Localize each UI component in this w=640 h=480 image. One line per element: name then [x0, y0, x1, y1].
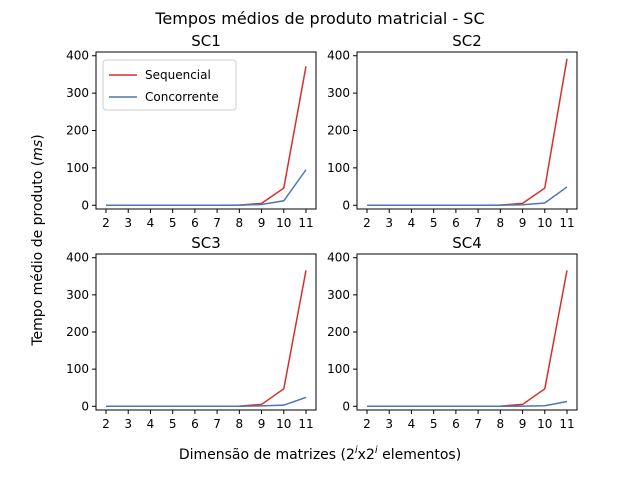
x-tick-label: 4	[147, 216, 155, 230]
subplot-title: SC3	[191, 234, 221, 252]
y-tick-label: 200	[327, 325, 350, 339]
x-tick-label: 2	[102, 216, 110, 230]
y-tick-label: 300	[327, 288, 350, 302]
x-tick-label: 3	[124, 216, 132, 230]
x-axis-label: Dimensão de matrizes (2ix2i elementos)	[179, 445, 461, 463]
y-tick-label: 0	[81, 399, 89, 413]
y-tick-label: 400	[327, 251, 350, 265]
axes-frame	[95, 253, 317, 411]
x-tick-label: 8	[236, 417, 244, 431]
x-tick-label: 11	[298, 216, 313, 230]
x-tick-label: 4	[147, 417, 155, 431]
y-tick-label: 300	[327, 86, 350, 100]
series-line-sequencial	[367, 58, 568, 207]
x-tick-label: 7	[213, 216, 221, 230]
y-tick-label: 400	[66, 49, 89, 63]
x-tick-label: 6	[191, 417, 199, 431]
subplot-title: SC2	[452, 32, 482, 50]
y-tick-label: 200	[327, 124, 350, 138]
subplot-sc4: SC4 2 3 4 5 6 7 8 9 10 11 0 100 200 300 400	[327, 234, 578, 431]
x-tick-label: 6	[452, 417, 460, 431]
x-tick-label: 5	[430, 417, 438, 431]
subplot-title: SC1	[191, 32, 221, 50]
x-tick-label: 8	[497, 216, 505, 230]
x-tick-label: 8	[497, 417, 505, 431]
x-tick-label: 8	[236, 216, 244, 230]
x-tick-label: 5	[169, 417, 177, 431]
y-tick-label: 400	[66, 251, 89, 265]
x-tick-label: 9	[519, 417, 527, 431]
x-tick-label: 2	[363, 417, 371, 431]
x-tick-label: 10	[537, 417, 552, 431]
y-tick-label: 100	[327, 362, 350, 376]
y-tick-label: 0	[81, 198, 89, 212]
x-tick-label: 10	[276, 216, 291, 230]
y-tick-label: 400	[327, 49, 350, 63]
subplot-sc3: SC3 2 3 4 5 6 7 8 9 10 11 0 100 200 300 400	[66, 234, 317, 431]
x-tick-label: 3	[124, 417, 132, 431]
x-tick-label: 10	[276, 417, 291, 431]
y-tick-label: 200	[66, 124, 89, 138]
y-tick-label: 300	[66, 288, 89, 302]
x-tick-label: 11	[559, 216, 574, 230]
x-tick-label: 2	[102, 417, 110, 431]
x-tick-label: 7	[213, 417, 221, 431]
series-line-sequencial	[367, 270, 568, 408]
x-tick-label: 4	[408, 216, 416, 230]
x-tick-label: 7	[474, 216, 482, 230]
y-tick-label: 100	[66, 161, 89, 175]
y-tick-label: 0	[342, 399, 350, 413]
y-axis-label: Tempo médio de produto (ms)	[30, 134, 46, 346]
y-tick-label: 300	[66, 86, 89, 100]
series-line-sequencial	[106, 270, 307, 408]
x-tick-label: 9	[519, 216, 527, 230]
series-line-concorrente	[367, 400, 568, 408]
y-tick-label: 100	[327, 161, 350, 175]
subplot-sc2: SC2 2 3 4 5 6 7 8 9 10 11 0 100 200 300 400	[327, 32, 578, 230]
x-tick-label: 5	[169, 216, 177, 230]
x-tick-label: 7	[474, 417, 482, 431]
x-tick-label: 3	[385, 216, 393, 230]
x-tick-label: 6	[191, 216, 199, 230]
y-tick-label: 100	[66, 362, 89, 376]
legend: Sequencial Concorrente	[102, 59, 237, 111]
series-line-concorrente	[106, 169, 307, 207]
subplot-sc1: SC1 2 3 4 5 6 7 8 9 10 11 0 100 200 300 400 Sequencial Co…	[66, 32, 317, 230]
y-tick-label: 200	[66, 325, 89, 339]
x-tick-label: 10	[537, 216, 552, 230]
series-line-concorrente	[367, 186, 568, 207]
x-tick-label: 5	[430, 216, 438, 230]
figure-title: Tempos médios de produto matricial - SC	[154, 9, 484, 28]
legend-label-sequencial: Sequencial	[145, 68, 211, 82]
legend-label-concorrente: Concorrente	[145, 90, 219, 104]
x-tick-label: 3	[385, 417, 393, 431]
series-line-concorrente	[106, 396, 307, 408]
x-tick-label: 6	[452, 216, 460, 230]
axes-frame	[356, 253, 578, 411]
x-tick-label: 9	[258, 417, 266, 431]
x-tick-label: 9	[258, 216, 266, 230]
x-tick-label: 2	[363, 216, 371, 230]
x-tick-label: 11	[559, 417, 574, 431]
x-tick-label: 4	[408, 417, 416, 431]
axes-frame	[356, 51, 578, 210]
y-tick-label: 0	[342, 198, 350, 212]
x-tick-label: 11	[298, 417, 313, 431]
subplot-title: SC4	[452, 234, 482, 252]
